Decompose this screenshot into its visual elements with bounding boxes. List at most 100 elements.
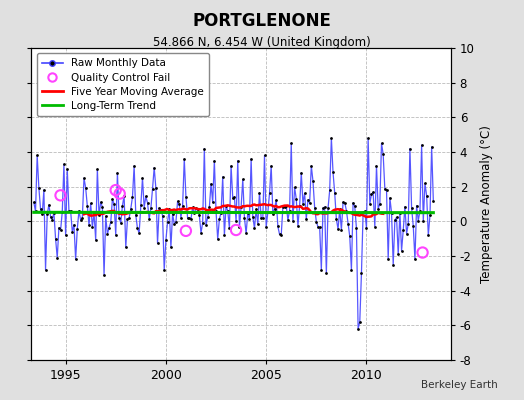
Point bbox=[352, 225, 361, 232]
Point bbox=[250, 225, 259, 232]
Point bbox=[292, 196, 300, 202]
Text: 54.866 N, 6.454 W (United Kingdom): 54.866 N, 6.454 W (United Kingdom) bbox=[153, 36, 371, 49]
Point bbox=[314, 224, 322, 230]
Point bbox=[80, 175, 88, 181]
Point bbox=[230, 194, 238, 200]
Point bbox=[327, 135, 335, 141]
Point bbox=[45, 202, 53, 208]
Point bbox=[321, 204, 329, 210]
Point bbox=[286, 207, 294, 214]
Point bbox=[272, 197, 280, 203]
Point bbox=[228, 195, 237, 201]
Point bbox=[404, 221, 412, 227]
Point bbox=[309, 178, 317, 184]
Point bbox=[103, 231, 112, 237]
Point bbox=[75, 208, 83, 214]
Point bbox=[257, 215, 265, 222]
Point bbox=[140, 204, 148, 211]
Point bbox=[424, 232, 432, 238]
Legend: Raw Monthly Data, Quality Control Fail, Five Year Moving Average, Long-Term Tren: Raw Monthly Data, Quality Control Fail, … bbox=[37, 53, 209, 116]
Point bbox=[399, 227, 408, 234]
Point bbox=[51, 236, 60, 242]
Point bbox=[77, 217, 85, 223]
Point bbox=[383, 187, 391, 193]
Point bbox=[411, 256, 419, 263]
Point bbox=[369, 189, 377, 196]
Point bbox=[222, 203, 230, 209]
Point bbox=[54, 224, 63, 231]
Point bbox=[151, 185, 160, 191]
Point bbox=[70, 222, 78, 228]
Point bbox=[344, 220, 352, 227]
Point bbox=[130, 163, 138, 169]
Point bbox=[349, 200, 357, 206]
Point bbox=[167, 244, 175, 250]
Point bbox=[178, 203, 187, 209]
Point bbox=[168, 210, 177, 217]
Point bbox=[269, 210, 277, 217]
Point bbox=[232, 227, 240, 233]
Point bbox=[414, 218, 422, 224]
Point bbox=[310, 204, 319, 211]
Point bbox=[60, 161, 68, 167]
Point bbox=[197, 230, 205, 236]
Point bbox=[93, 166, 102, 172]
Point bbox=[283, 217, 292, 223]
Point bbox=[160, 267, 168, 273]
Point bbox=[331, 190, 339, 196]
Point bbox=[116, 220, 125, 226]
Point bbox=[209, 199, 217, 206]
Point bbox=[150, 164, 158, 171]
Point bbox=[128, 194, 137, 200]
Point bbox=[280, 204, 289, 210]
Point bbox=[182, 194, 190, 200]
Point bbox=[379, 151, 387, 158]
Point bbox=[387, 210, 396, 216]
Point bbox=[154, 240, 162, 246]
Point bbox=[86, 200, 95, 207]
Point bbox=[48, 216, 57, 223]
Point bbox=[362, 225, 370, 231]
Point bbox=[38, 211, 47, 218]
Point bbox=[335, 206, 344, 212]
Text: Berkeley Earth: Berkeley Earth bbox=[421, 380, 498, 390]
Point bbox=[110, 200, 118, 207]
Point bbox=[407, 204, 416, 211]
Point bbox=[392, 214, 401, 220]
Point bbox=[354, 326, 362, 332]
Point bbox=[67, 208, 75, 214]
Point bbox=[412, 202, 421, 209]
Point bbox=[428, 144, 436, 150]
Point bbox=[322, 270, 331, 276]
Point bbox=[384, 256, 392, 263]
Point bbox=[96, 199, 105, 205]
Point bbox=[112, 232, 120, 238]
Point bbox=[112, 187, 120, 193]
Point bbox=[88, 224, 96, 230]
Point bbox=[133, 225, 141, 232]
Point bbox=[287, 140, 296, 146]
Point bbox=[290, 184, 299, 190]
Point bbox=[342, 207, 351, 214]
Point bbox=[297, 170, 305, 176]
Point bbox=[270, 205, 279, 212]
Y-axis label: Temperature Anomaly (°C): Temperature Anomaly (°C) bbox=[480, 125, 493, 283]
Point bbox=[53, 254, 61, 261]
Point bbox=[213, 236, 222, 242]
Point bbox=[199, 220, 207, 226]
Point bbox=[202, 222, 210, 228]
Point bbox=[376, 200, 384, 207]
Point bbox=[36, 206, 45, 212]
Point bbox=[145, 216, 154, 222]
Point bbox=[416, 208, 424, 214]
Point bbox=[422, 192, 431, 199]
Point bbox=[100, 272, 108, 278]
Point bbox=[364, 135, 373, 141]
Point bbox=[210, 158, 219, 164]
Point bbox=[419, 218, 428, 224]
Point bbox=[102, 213, 110, 220]
Point bbox=[113, 170, 122, 176]
Point bbox=[155, 205, 163, 211]
Point bbox=[279, 204, 287, 210]
Point bbox=[370, 224, 379, 230]
